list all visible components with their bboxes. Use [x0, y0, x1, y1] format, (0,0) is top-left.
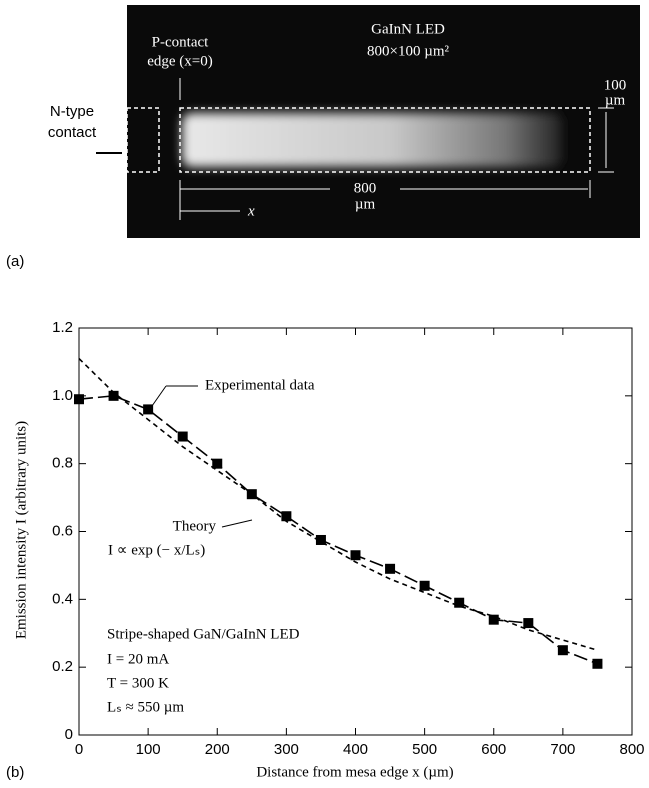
x-tick-label: 200: [205, 741, 230, 758]
width-value: 100: [604, 77, 627, 93]
y-tick-label: 0.4: [52, 590, 73, 607]
n-contact-label: N-type: [50, 103, 94, 120]
x-tick-label: 100: [136, 741, 161, 758]
data-point: [557, 645, 568, 656]
data-point: [385, 563, 396, 574]
panel-label: (b): [6, 764, 24, 781]
x-tick-label: 400: [343, 741, 368, 758]
x-tick-label: 700: [550, 741, 575, 758]
p-contact-label: edge (x=0): [147, 53, 213, 69]
condition: T = 300 K: [107, 675, 169, 691]
x-axis-label: Distance from mesa edge x (µm): [256, 764, 453, 780]
data-point: [350, 550, 361, 561]
y-tick-label: 0.6: [52, 522, 73, 539]
data-point: [315, 534, 326, 545]
length-unit: µm: [355, 196, 376, 212]
x-tick-label: 0: [75, 741, 83, 758]
photo-title: GaInN LED: [371, 21, 445, 37]
data-point: [212, 458, 223, 469]
data-point: [488, 614, 499, 625]
condition: Stripe-shaped GaN/GaInN LED: [107, 626, 300, 642]
data-point: [143, 404, 154, 415]
data-point: [177, 431, 188, 442]
y-axis-label: Emission intensity I (arbitrary units): [13, 421, 29, 639]
n-contact-label: contact: [48, 124, 97, 141]
photo-size: 800×100 µm²: [367, 43, 450, 59]
p-contact-label: P-contact: [152, 34, 209, 50]
x-tick-label: 600: [481, 741, 506, 758]
length-value: 800: [354, 180, 377, 196]
y-tick-label: 0.2: [52, 658, 73, 675]
data-point: [454, 597, 465, 608]
x-tick-label: 800: [619, 741, 644, 758]
x-tick-label: 500: [412, 741, 437, 758]
series-line: [78, 357, 598, 651]
y-tick-label: 0: [65, 726, 73, 743]
data-point: [523, 618, 534, 629]
condition: I = 20 mA: [107, 651, 169, 667]
series-line: [78, 395, 598, 665]
y-tick-label: 1.2: [52, 319, 73, 336]
data-point: [592, 658, 603, 669]
y-tick-label: 1.0: [52, 387, 73, 404]
data-point: [74, 394, 84, 405]
photo: GaInN LED 800×100 µm² P-contact edge (x=…: [96, 5, 640, 238]
annotation: I ∝ exp (− x/Lₛ): [108, 542, 205, 558]
annotation: Theory: [173, 518, 217, 534]
data-point: [281, 511, 292, 522]
panel-label: (a): [6, 253, 24, 270]
y-tick-label: 0.8: [52, 455, 73, 472]
condition: Lₛ ≈ 550 µm: [107, 699, 184, 715]
width-unit: µm: [605, 92, 626, 108]
data-point: [419, 580, 430, 591]
annotation: Experimental data: [205, 377, 315, 393]
data-point: [108, 390, 119, 401]
x-tick-label: 300: [274, 741, 299, 758]
x-marker: x: [247, 203, 255, 219]
plot-frame: [78, 327, 633, 736]
